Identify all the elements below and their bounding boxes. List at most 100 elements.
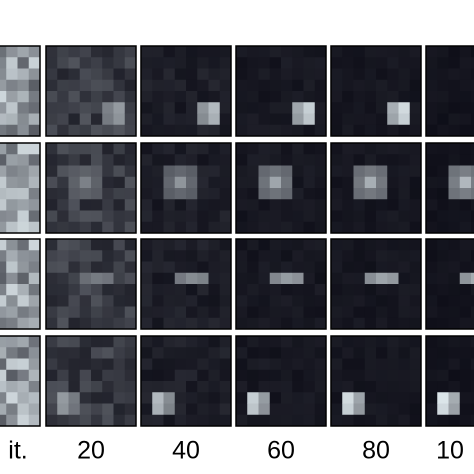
pixel	[163, 46, 176, 58]
pixel	[91, 358, 103, 371]
pixel	[398, 261, 411, 274]
pixel	[46, 336, 58, 348]
pixel	[342, 414, 354, 427]
pixel	[314, 250, 327, 262]
pixel	[208, 221, 221, 234]
pixel	[17, 154, 30, 166]
pixel	[113, 239, 126, 251]
pixel	[303, 317, 316, 330]
pixel	[398, 358, 411, 371]
pixel	[471, 143, 474, 155]
column-label: 20	[77, 437, 105, 465]
pixel	[57, 165, 69, 178]
pixel	[387, 154, 399, 166]
pixel	[219, 272, 232, 285]
pixel	[342, 46, 354, 58]
pixel	[141, 102, 153, 114]
pixel	[219, 250, 232, 262]
pixel	[174, 165, 187, 178]
pixel	[314, 369, 327, 382]
pixel	[258, 284, 271, 296]
pixel	[28, 221, 41, 234]
pixel	[409, 102, 422, 114]
pixel	[57, 221, 69, 234]
pixel	[331, 414, 343, 427]
pixel	[163, 336, 176, 348]
pixel	[0, 284, 7, 296]
pixel	[68, 414, 81, 427]
pixel	[409, 295, 422, 307]
pixel	[387, 199, 399, 211]
pixel	[314, 91, 327, 103]
pixel	[409, 199, 422, 211]
pixel	[247, 79, 259, 92]
pixel	[353, 221, 366, 234]
pixel	[448, 124, 461, 137]
pixel	[409, 124, 422, 137]
pixel	[91, 79, 103, 92]
pixel	[292, 68, 304, 81]
pixel	[102, 250, 114, 262]
pixel	[113, 284, 126, 296]
pixel	[102, 392, 114, 404]
panel-border	[140, 45, 232, 137]
pixel	[152, 272, 164, 285]
pixel	[281, 403, 293, 416]
pixel	[17, 317, 30, 330]
pixel	[152, 336, 164, 348]
pixel	[174, 154, 187, 166]
pixel	[269, 102, 282, 114]
pixel	[219, 403, 232, 416]
pixel	[314, 199, 327, 211]
pixel	[459, 295, 472, 307]
pixel	[68, 57, 81, 69]
pixel	[124, 272, 137, 285]
pixel	[17, 239, 30, 251]
pixel	[314, 113, 327, 126]
pixel	[17, 250, 30, 262]
pixel	[91, 143, 103, 155]
pixel	[208, 143, 221, 155]
pixel	[102, 347, 114, 359]
pixel	[17, 176, 30, 189]
pixel	[409, 154, 422, 166]
pixel	[28, 199, 41, 211]
pixel	[68, 403, 81, 416]
pixel	[376, 79, 388, 92]
pixel	[152, 124, 164, 137]
pixel	[303, 57, 316, 69]
pixel	[57, 188, 69, 200]
pixel	[376, 317, 388, 330]
pixel	[281, 239, 293, 251]
pixel	[208, 46, 221, 58]
pixel	[57, 176, 69, 189]
pixel	[163, 295, 176, 307]
pixel	[409, 188, 422, 200]
pixel	[448, 369, 461, 382]
pixel	[303, 113, 316, 126]
pixel	[437, 188, 449, 200]
pixel	[17, 272, 30, 285]
pixel	[331, 284, 343, 296]
pixel	[314, 239, 327, 251]
pixel	[17, 358, 30, 371]
pixel	[398, 165, 411, 178]
pixel	[197, 414, 209, 427]
pixel	[141, 284, 153, 296]
panel-border	[330, 238, 422, 330]
pixel	[236, 143, 248, 155]
pixel	[459, 239, 472, 251]
pixel	[353, 317, 366, 330]
pixel	[303, 143, 316, 155]
pixel	[141, 79, 153, 92]
pixel	[91, 381, 103, 393]
pixel	[353, 57, 366, 69]
pixel	[0, 317, 7, 330]
image-panel	[425, 238, 474, 330]
pixel	[398, 176, 411, 189]
pixel	[219, 124, 232, 137]
pixel	[91, 91, 103, 103]
pixel	[236, 381, 248, 393]
pixel	[281, 272, 293, 285]
pixel	[258, 124, 271, 137]
